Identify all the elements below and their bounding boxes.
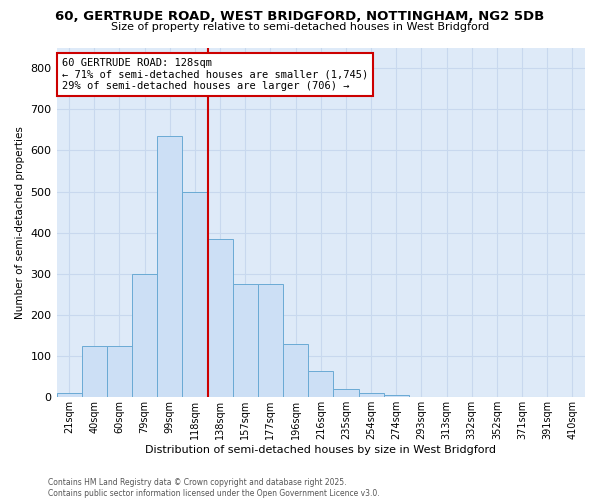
Y-axis label: Number of semi-detached properties: Number of semi-detached properties — [15, 126, 25, 319]
Bar — [283, 344, 308, 398]
Bar — [107, 346, 132, 398]
Bar — [383, 395, 409, 398]
Bar — [56, 393, 82, 398]
Bar — [157, 136, 182, 398]
Bar — [359, 393, 383, 398]
Text: 60, GERTRUDE ROAD, WEST BRIDGFORD, NOTTINGHAM, NG2 5DB: 60, GERTRUDE ROAD, WEST BRIDGFORD, NOTTI… — [55, 10, 545, 23]
Bar — [334, 389, 359, 398]
Bar — [308, 370, 334, 398]
Bar — [233, 284, 258, 398]
Text: 60 GERTRUDE ROAD: 128sqm
← 71% of semi-detached houses are smaller (1,745)
29% o: 60 GERTRUDE ROAD: 128sqm ← 71% of semi-d… — [62, 58, 368, 91]
Bar — [82, 346, 107, 398]
Bar — [258, 284, 283, 398]
Text: Contains HM Land Registry data © Crown copyright and database right 2025.
Contai: Contains HM Land Registry data © Crown c… — [48, 478, 380, 498]
Title: 60, GERTRUDE ROAD, WEST BRIDGFORD, NOTTINGHAM, NG2 5DB
Size of property relative: 60, GERTRUDE ROAD, WEST BRIDGFORD, NOTTI… — [0, 499, 1, 500]
Bar — [208, 239, 233, 398]
X-axis label: Distribution of semi-detached houses by size in West Bridgford: Distribution of semi-detached houses by … — [145, 445, 496, 455]
Bar — [132, 274, 157, 398]
Bar — [182, 192, 208, 398]
Text: Size of property relative to semi-detached houses in West Bridgford: Size of property relative to semi-detach… — [111, 22, 489, 32]
